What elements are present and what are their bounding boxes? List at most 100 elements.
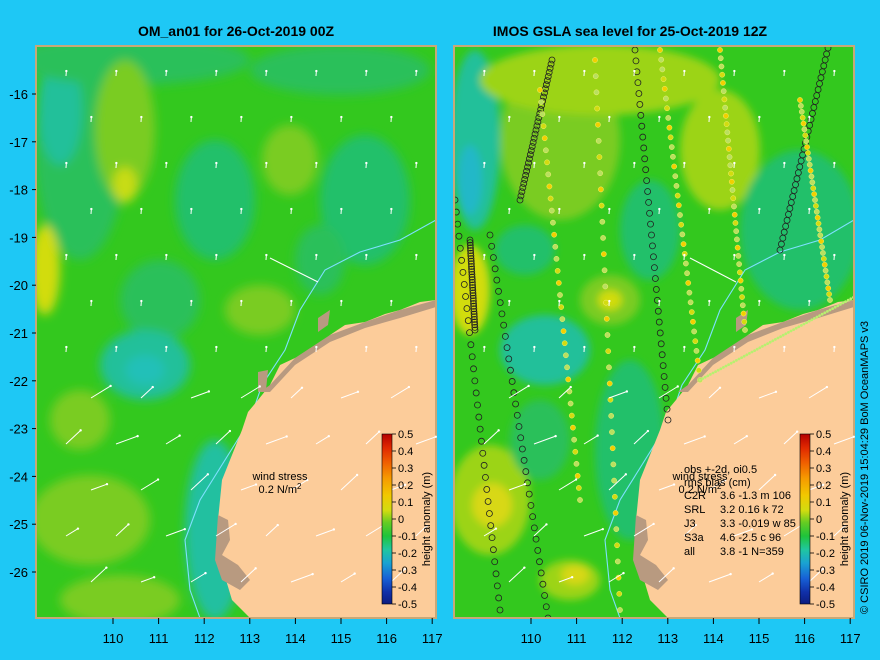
left-map-field <box>36 46 436 618</box>
track-obs-dot <box>668 144 675 150</box>
track-obs-ring <box>469 281 476 289</box>
lon-tick-label: 114 <box>285 631 306 646</box>
wind-arrow-head <box>533 69 536 73</box>
svg-text:wind stress: wind stress <box>251 471 308 483</box>
track-obs-ring <box>468 276 476 284</box>
track-obs-ring <box>492 570 500 578</box>
track-obs-dot <box>807 319 811 323</box>
track-obs-ring <box>545 68 553 76</box>
wind-arrow <box>415 525 428 537</box>
track-obs-ring <box>469 284 477 292</box>
track-obs-dot <box>606 364 612 371</box>
wind-arrow <box>833 436 854 445</box>
track-obs-dot <box>539 111 546 117</box>
wind-arrow-head <box>733 253 736 257</box>
lat-tick-label: -25 <box>9 517 28 532</box>
track-obs-dot <box>663 95 669 102</box>
track-obs-dot <box>844 300 847 303</box>
track-obs-dot <box>726 154 733 160</box>
track-obs-ring <box>640 144 648 152</box>
track-obs-ring <box>539 580 547 588</box>
lat-tick-label: -16 <box>9 87 28 102</box>
track-obs-ring <box>467 257 475 265</box>
track-obs-ring <box>544 73 552 80</box>
wind-arrow-head <box>276 523 279 527</box>
track-obs-ring <box>483 486 491 493</box>
lon-tick-label: 116 <box>794 631 815 646</box>
track-obs-dot <box>810 185 817 192</box>
track-obs-dot <box>551 231 557 238</box>
track-obs-dot <box>794 326 798 330</box>
lon-tick-label: 115 <box>749 631 770 646</box>
stats-rows: C2R 3.6 -1.3 m 106 SRL 3.2 0.16 k 72 J3 3.3 -… <box>684 490 796 558</box>
wind-arrow-head <box>608 115 611 119</box>
wind-arrow <box>65 528 79 537</box>
track-obs-dot <box>660 76 667 82</box>
track-obs-dot <box>730 195 737 202</box>
track-obs-dot <box>798 108 805 115</box>
wind-arrow-head <box>115 345 118 349</box>
wind-arrow-head <box>833 345 836 349</box>
wind-arrow <box>315 529 335 537</box>
track-obs-dot <box>820 255 827 262</box>
track-obs-dot <box>706 374 710 378</box>
track-obs-dot <box>833 305 837 309</box>
track-obs-ring <box>637 111 645 119</box>
wind-arrow-head <box>300 386 304 389</box>
track-obs-dot <box>557 292 563 298</box>
track-obs-dot <box>546 183 553 190</box>
track-obs-dot <box>846 298 850 302</box>
track-obs-ring <box>459 268 467 276</box>
lat-tick-label: -19 <box>9 230 28 245</box>
track-obs-ring <box>527 501 535 509</box>
track-obs-dot <box>823 311 827 315</box>
track-obs-dot <box>613 526 620 532</box>
track-obs-dot <box>544 159 550 166</box>
wind-arrow-head <box>365 345 368 349</box>
wind-arrow-head <box>483 161 486 165</box>
stats-row-values: 4.6 -2.5 c 96 <box>720 532 781 544</box>
stats-header-obs: obs +-2d, oi0.5 <box>684 464 757 476</box>
wind-arrow-head <box>533 253 536 257</box>
wind-arrow <box>290 387 303 399</box>
wind-arrow-head <box>365 69 368 73</box>
track-obs-dot <box>823 273 830 280</box>
colorbar-tick-label: 0.4 <box>816 446 831 458</box>
track-obs-ring <box>652 286 660 293</box>
track-obs-dot <box>801 126 808 133</box>
track-obs-ring <box>480 461 488 469</box>
wind-arrow-head <box>240 115 243 119</box>
wind-arrow <box>758 573 773 583</box>
track-obs-ring <box>468 353 476 361</box>
track-obs-ring <box>456 244 464 252</box>
track-obs-ring <box>649 242 656 250</box>
wind-arrow <box>140 386 154 399</box>
track-obs-dot <box>695 367 702 374</box>
wind-arrow-head <box>332 528 336 531</box>
lon-tick-label: 117 <box>840 631 861 646</box>
wind-arrow-head <box>558 207 561 211</box>
track-obs-ring <box>488 534 496 542</box>
track-obs-ring <box>531 130 539 138</box>
track-obs-ring <box>646 209 653 217</box>
track-obs-dot <box>608 413 615 419</box>
lon-tick-label: 116 <box>376 631 397 646</box>
track-obs-dot <box>703 375 707 379</box>
track-obs-dot <box>610 461 617 468</box>
altimetry-satellite-tracks <box>454 46 854 618</box>
track-obs-dot <box>813 208 820 215</box>
wind-arrow-head <box>758 115 761 119</box>
wind-arrow-head <box>558 299 561 303</box>
track-obs-dot <box>574 473 581 479</box>
svg-text:wind stress: wind stress <box>671 471 728 483</box>
left-map-panel: -16 -17 -18 -19 -20 -21 -22 -23 -24 -25 -26 110 111… <box>9 45 443 646</box>
colorbar-tick-label: 0.2 <box>816 480 831 492</box>
track-obs-dot <box>688 309 695 315</box>
wind-arrow-head <box>676 385 679 388</box>
track-obs-dot <box>603 299 609 306</box>
track-obs-dot <box>720 88 727 95</box>
track-obs-ring <box>524 163 531 171</box>
track-obs-ring <box>533 122 541 130</box>
track-obs-ring <box>522 171 530 179</box>
track-obs-ring <box>482 473 489 481</box>
